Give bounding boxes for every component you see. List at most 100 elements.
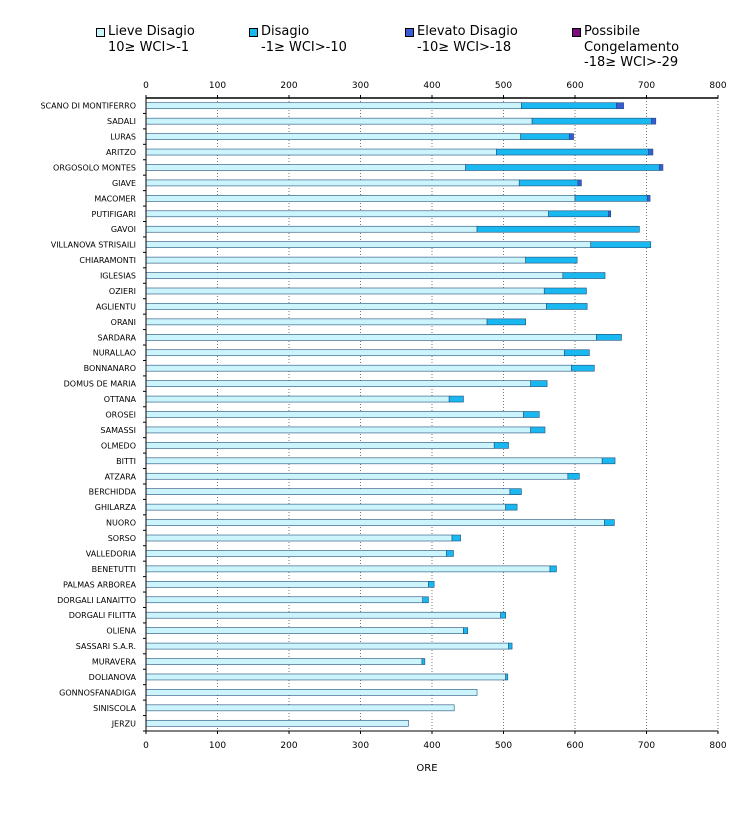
bar-segment — [145, 225, 478, 233]
category-label: BITTI — [116, 457, 136, 466]
bar-segment — [520, 133, 570, 140]
category-label: BERCHIDDA — [89, 488, 137, 497]
x-tick-label-bottom: 600 — [566, 741, 583, 751]
legend-label: Possibile — [584, 24, 640, 39]
bar-segment — [145, 334, 597, 341]
category-label: DOMUS DE MARIA — [64, 380, 137, 389]
bar-segment — [145, 472, 569, 480]
category-label: SORSO — [108, 534, 136, 543]
bar-segment — [422, 596, 429, 604]
bar-segment — [145, 704, 455, 712]
category-label: ORANI — [111, 318, 136, 327]
category-label: NURALLAO — [93, 349, 136, 358]
legend-range: 10≥ WCI>-1 — [108, 40, 190, 55]
bar-segment — [445, 550, 454, 557]
x-tick-label-bottom: 0 — [143, 741, 149, 751]
legend-range: -1≥ WCI>-10 — [261, 40, 347, 55]
category-label: LURAS — [110, 133, 136, 142]
x-tick-label-bottom: 500 — [495, 741, 512, 751]
bar-segment — [518, 179, 579, 187]
category-label: GONNOSFANADIGA — [59, 688, 136, 697]
bar-segment — [465, 164, 660, 171]
x-axis-title: ORE — [416, 763, 437, 774]
bar-segment — [531, 117, 652, 125]
bar-segment — [145, 596, 424, 604]
bar-segment — [145, 426, 531, 434]
bar-segment — [574, 195, 648, 202]
category-label: DORGALI FILITTA — [69, 611, 137, 620]
bar-segment — [601, 457, 616, 465]
bar-segment — [145, 303, 547, 310]
category-label: OLMEDO — [101, 441, 136, 450]
category-label: ORGOSOLO MONTES — [53, 163, 136, 172]
bar-segment — [145, 673, 506, 681]
bar-segment — [145, 349, 565, 357]
bar-segment — [604, 519, 615, 526]
legend-range-2: -18≥ WCI>-29 — [584, 55, 679, 70]
bar-segment — [508, 642, 513, 650]
category-label: SAMASSI — [100, 426, 136, 435]
x-tick-label-bottom: 800 — [709, 741, 726, 751]
legend-swatch — [96, 28, 105, 37]
x-tick-label-bottom: 400 — [423, 741, 440, 751]
bar-segment — [648, 148, 654, 156]
bar-segment — [496, 148, 649, 156]
bar-segment — [145, 442, 495, 449]
category-label: DORGALI LANAITTO — [57, 596, 136, 605]
category-label: OZIERI — [109, 287, 136, 296]
legend-label: Lieve Disagio — [108, 24, 195, 39]
bar-segment — [521, 102, 617, 110]
bar-segment — [451, 534, 461, 542]
category-label: VILLANOVA STRISAILI — [51, 241, 136, 250]
bar-segment — [448, 395, 464, 403]
category-label: AGLIENTU — [96, 302, 136, 311]
bar-segment — [509, 488, 522, 495]
category-label: SINISCOLA — [93, 704, 136, 713]
category-label: PUTIFIGARI — [92, 210, 136, 219]
bar-segment — [421, 658, 426, 665]
bar-segment — [145, 272, 564, 279]
bar-segment — [145, 642, 509, 650]
bar-segment — [463, 627, 469, 634]
bar-segment — [571, 364, 595, 372]
category-label: ATZARA — [105, 472, 137, 481]
x-tick-label-bottom: 200 — [280, 741, 297, 751]
x-tick-label-top: 700 — [638, 81, 655, 91]
x-tick-label-top: 800 — [709, 81, 726, 91]
category-label: JERZU — [111, 719, 136, 728]
bar-segment — [145, 689, 478, 696]
bar-segment — [616, 102, 624, 110]
bar-segment — [608, 210, 612, 218]
bar-segment — [590, 241, 652, 248]
bar-segment — [145, 611, 501, 619]
legend-swatch — [405, 28, 414, 37]
x-tick-label-bottom: 300 — [352, 741, 369, 751]
legend-range: Congelamento — [584, 40, 680, 55]
bar-segment — [145, 380, 531, 387]
category-label: SASSARI S.A.R. — [76, 642, 136, 651]
category-label: DOLIANOVA — [89, 673, 137, 682]
category-label: PALMAS ARBOREA — [63, 580, 137, 589]
bar-segment — [500, 611, 506, 619]
bar-segment — [567, 472, 580, 480]
x-tick-label-top: 500 — [495, 81, 512, 91]
category-label: SCANO DI MONTIFERRO — [40, 102, 136, 111]
x-tick-label-bottom: 700 — [638, 741, 655, 751]
category-label: ARITZO — [106, 148, 136, 157]
legend-swatch — [249, 28, 258, 37]
bar-segment — [145, 256, 526, 264]
bar-segment — [530, 380, 548, 387]
category-label: SADALI — [107, 117, 136, 126]
bar-segment — [549, 565, 557, 573]
bar-segment — [577, 179, 582, 187]
bar-segment — [145, 581, 429, 588]
bar-segment — [145, 550, 447, 557]
category-label: CHIARAMONTI — [79, 256, 136, 265]
category-label: GAVOI — [111, 225, 136, 234]
category-label: OLIENA — [106, 627, 136, 636]
bar-segment — [659, 164, 664, 171]
bar-segment — [530, 426, 546, 434]
bar-segment — [145, 519, 605, 526]
bar-segment — [145, 133, 521, 140]
